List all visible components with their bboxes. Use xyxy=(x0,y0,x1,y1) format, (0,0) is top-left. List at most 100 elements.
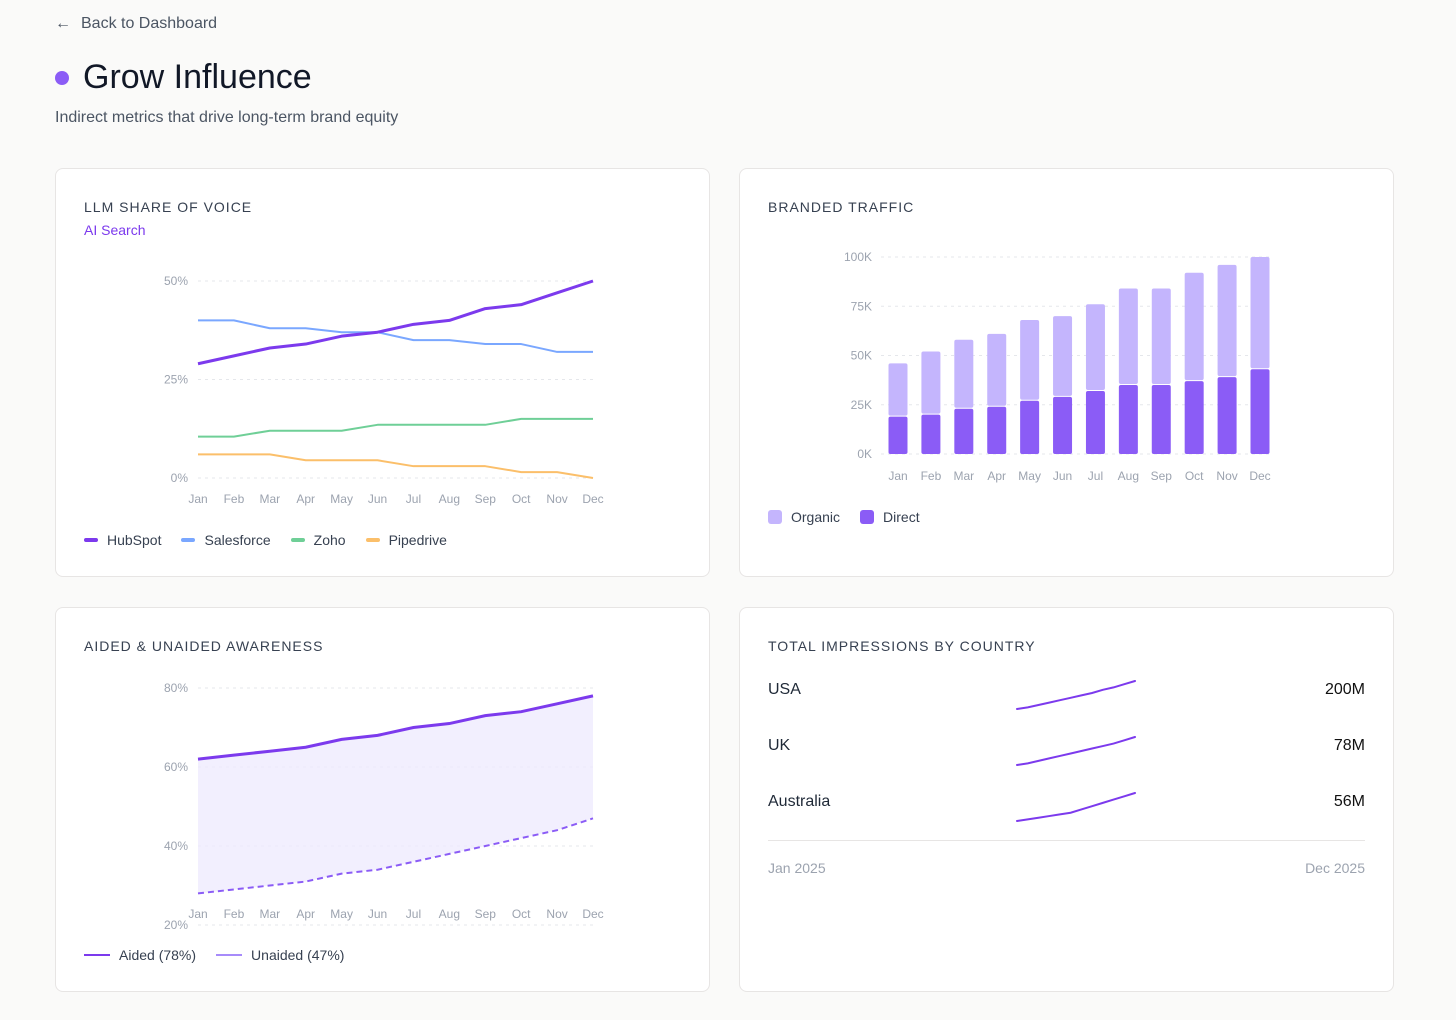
x-tick-label: Feb xyxy=(224,907,245,921)
x-tick-label: Oct xyxy=(1185,469,1204,483)
legend-swatch xyxy=(216,954,243,956)
y-tick-label: 50% xyxy=(164,274,188,288)
x-tick-label: Nov xyxy=(1216,469,1237,483)
traffic-chart: 0K 25K 50K 75K 100K Jan Feb Mar Apr May Jun Jul Aug S… xyxy=(844,250,1271,483)
legend: Aided (78%) Unaided (47%) xyxy=(84,947,344,963)
x-tick-label: Jul xyxy=(1088,469,1103,483)
y-tick-label: 25% xyxy=(164,373,188,387)
x-tick-label: Nov xyxy=(546,492,567,506)
legend-item-unaided[interactable]: Unaided (47%) xyxy=(216,947,344,963)
back-to-dashboard-link[interactable]: ← Back to Dashboard xyxy=(55,15,218,32)
x-tick-label: Apr xyxy=(296,492,315,506)
x-tick-label: Sep xyxy=(475,492,497,506)
legend-item-organic[interactable]: Organic xyxy=(768,509,840,525)
bar-direct-jan xyxy=(888,416,908,454)
x-tick-label: Aug xyxy=(439,492,460,506)
awareness-chart: 20% 40% 60% 80% Jan Feb Mar Apr May Jun Jul Aug Sep O… xyxy=(164,681,604,932)
y-tick-label: 20% xyxy=(164,918,188,932)
series-line-hubspot xyxy=(197,279,594,366)
bar-organic-sep xyxy=(1151,288,1171,385)
start-date: Jan 2025 xyxy=(768,860,826,876)
legend-item-direct[interactable]: Direct xyxy=(860,509,920,525)
legend-item-zoho[interactable]: Zoho xyxy=(290,532,346,548)
legend-swatch xyxy=(181,538,196,542)
card-title: BRANDED TRAFFIC xyxy=(768,199,915,215)
card-title: TOTAL IMPRESSIONS BY COUNTRY xyxy=(768,638,1036,654)
awareness-card: AIDED & UNAIDED AWARENESS 20% 40% 60% 80% Ja… xyxy=(55,607,710,992)
sparkline-uk xyxy=(1016,736,1136,766)
x-tick-label: Oct xyxy=(512,907,531,921)
legend-swatch xyxy=(84,954,110,956)
legend-swatch xyxy=(84,538,98,542)
x-tick-label: Jun xyxy=(368,907,387,921)
bar-organic-apr xyxy=(987,333,1007,406)
y-tick-label: 0K xyxy=(857,447,872,461)
series-line-aided xyxy=(197,694,594,761)
bar-direct-may xyxy=(1020,400,1040,454)
y-tick-label: 25K xyxy=(851,398,872,412)
bar-organic-dec xyxy=(1250,257,1270,369)
end-date: Dec 2025 xyxy=(1305,860,1365,876)
x-tick-label: Mar xyxy=(259,492,280,506)
x-tick-label: Sep xyxy=(475,907,497,921)
bar-organic-jul xyxy=(1085,304,1105,390)
sparkline-usa xyxy=(1016,680,1136,710)
x-tick-label: Jan xyxy=(888,469,907,483)
sparkline-australia xyxy=(1016,792,1136,822)
series-line-unaided xyxy=(197,817,594,895)
x-tick-label: Apr xyxy=(987,469,1006,483)
legend-swatch xyxy=(365,538,380,542)
x-tick-label: Jan xyxy=(188,492,207,506)
bar-organic-may xyxy=(1020,320,1040,400)
legend-item-aided[interactable]: Aided (78%) xyxy=(84,947,196,963)
bar-organic-jan xyxy=(888,363,908,416)
page-subtitle: Indirect metrics that drive long-term br… xyxy=(55,109,399,126)
y-tick-label: 80% xyxy=(164,681,188,695)
x-tick-label: Dec xyxy=(582,492,603,506)
bar-direct-jun xyxy=(1053,396,1073,454)
legend-swatch xyxy=(290,538,305,542)
country-row-usa[interactable]: USA 200M xyxy=(768,681,1365,698)
bar-organic-mar xyxy=(954,339,974,408)
y-tick-label: 100K xyxy=(844,250,872,264)
y-tick-label: 0% xyxy=(171,471,189,485)
bar-direct-aug xyxy=(1118,385,1138,454)
x-tick-label: May xyxy=(1018,469,1041,483)
legend-item-hubspot[interactable]: HubSpot xyxy=(84,532,161,548)
x-tick-label: Aug xyxy=(439,907,460,921)
legend: Organic Direct xyxy=(768,509,920,525)
country-row-uk[interactable]: UK 78M xyxy=(768,737,1365,754)
y-tick-label: 75K xyxy=(851,299,872,313)
bar-organic-nov xyxy=(1217,264,1237,377)
series-line-pipedrive xyxy=(198,453,594,479)
x-tick-label: Apr xyxy=(296,907,315,921)
x-tick-label: Jul xyxy=(406,492,421,506)
area-fill xyxy=(198,695,593,894)
bar-organic-oct xyxy=(1184,272,1204,381)
x-tick-label: Jun xyxy=(1053,469,1072,483)
bar-direct-nov xyxy=(1217,377,1237,454)
bar-direct-sep xyxy=(1151,385,1171,454)
llm-chart: 0% 25% 50% Jan Feb Mar Apr May Jun Jul Aug Sep Oct No… xyxy=(164,274,604,506)
legend-item-salesforce[interactable]: Salesforce xyxy=(181,532,271,548)
card-title: LLM SHARE OF VOICE xyxy=(84,199,253,215)
x-tick-label: Jul xyxy=(406,907,421,921)
y-tick-label: 60% xyxy=(164,760,188,774)
legend-item-pipedrive[interactable]: Pipedrive xyxy=(365,532,447,548)
x-tick-label: Jun xyxy=(368,492,387,506)
x-tick-label: Mar xyxy=(953,469,974,483)
x-tick-label: Jan xyxy=(188,907,207,921)
arrow-left-icon: ← xyxy=(55,15,71,32)
legend-swatch xyxy=(860,510,875,524)
bar-direct-apr xyxy=(987,406,1007,454)
x-tick-label: May xyxy=(330,907,353,921)
impressions-card: TOTAL IMPRESSIONS BY COUNTRY USA 200M UK 7… xyxy=(739,607,1394,992)
page-title: Grow Influence xyxy=(55,58,312,97)
x-tick-label: Dec xyxy=(582,907,603,921)
x-tick-label: Nov xyxy=(546,907,567,921)
country-row-australia[interactable]: Australia 56M xyxy=(768,793,1365,810)
status-dot-icon xyxy=(55,70,69,85)
llm-share-of-voice-card: LLM SHARE OF VOICE AI Search 0% 25% 50% Jan… xyxy=(55,168,710,577)
y-tick-label: 40% xyxy=(164,839,188,853)
x-tick-label: Dec xyxy=(1249,469,1270,483)
